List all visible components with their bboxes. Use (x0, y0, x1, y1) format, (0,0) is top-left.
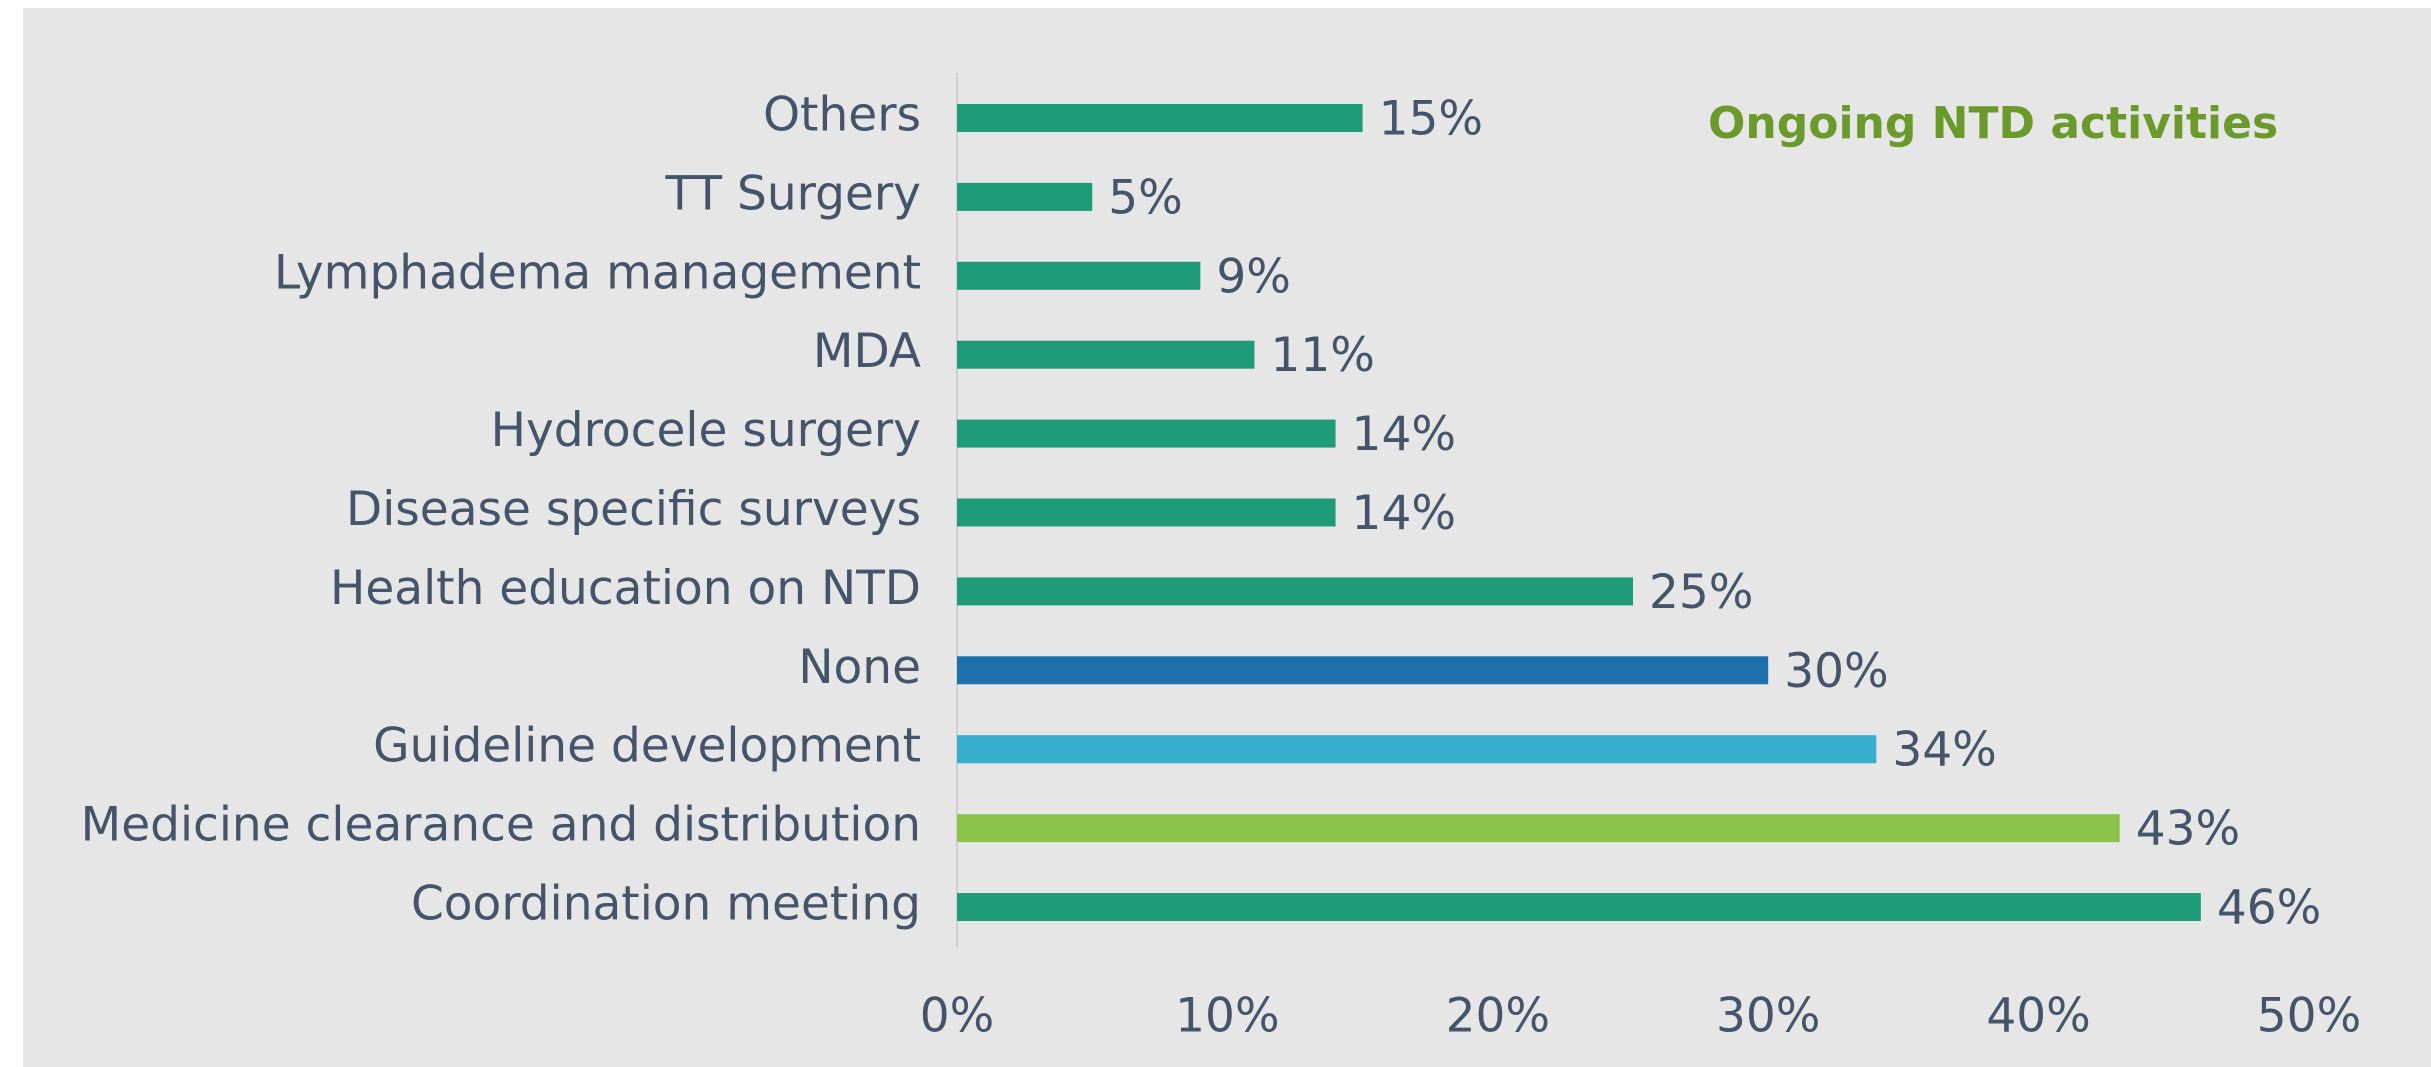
x-tick-label: 40% (1986, 989, 2090, 1044)
y-tick-label: Guideline development (373, 719, 921, 774)
y-tick-label: TT Surgery (664, 166, 921, 221)
y-tick-label: Others (763, 88, 921, 143)
y-tick-label: Hydrocele surgery (491, 403, 921, 458)
x-tick-label: 30% (1716, 989, 1820, 1044)
x-tick-label: 10% (1175, 989, 1279, 1044)
data-label: 46% (2217, 881, 2321, 936)
bar (957, 814, 2120, 843)
y-tick-label: Disease specific surveys (346, 482, 921, 537)
y-tick-label: None (798, 640, 921, 695)
y-tick-label: Lymphadema management (274, 245, 921, 300)
bar (957, 340, 1255, 369)
data-label: 14% (1352, 407, 1456, 462)
bar (957, 656, 1769, 685)
bar (957, 419, 1336, 448)
chart-annotation: Ongoing NTD activities (1708, 98, 2278, 149)
bar (957, 182, 1093, 211)
x-tick-label: 50% (2257, 989, 2361, 1044)
y-tick-label: Medicine clearance and distribution (81, 798, 921, 853)
data-label: 43% (2136, 802, 2240, 857)
bar (957, 261, 1201, 290)
x-tick-label: 0% (920, 989, 995, 1044)
bar (957, 104, 1363, 132)
x-tick-label: 20% (1446, 989, 1550, 1044)
chart-background (23, 8, 2431, 1067)
data-label: 5% (1108, 170, 1183, 225)
bar (957, 498, 1336, 527)
y-tick-label: MDA (813, 324, 921, 379)
bar (957, 893, 2201, 921)
data-label: 15% (1379, 92, 1483, 147)
bar (957, 577, 1633, 606)
y-tick-label: Coordination meeting (411, 877, 921, 932)
y-tick-label: Health education on NTD (330, 561, 921, 616)
data-label: 30% (1784, 644, 1888, 699)
data-label: 34% (1892, 723, 1996, 778)
data-label: 11% (1270, 328, 1374, 383)
data-label: 14% (1352, 486, 1456, 541)
data-label: 25% (1649, 565, 1753, 620)
data-label: 9% (1216, 249, 1291, 304)
bar (957, 735, 1877, 764)
